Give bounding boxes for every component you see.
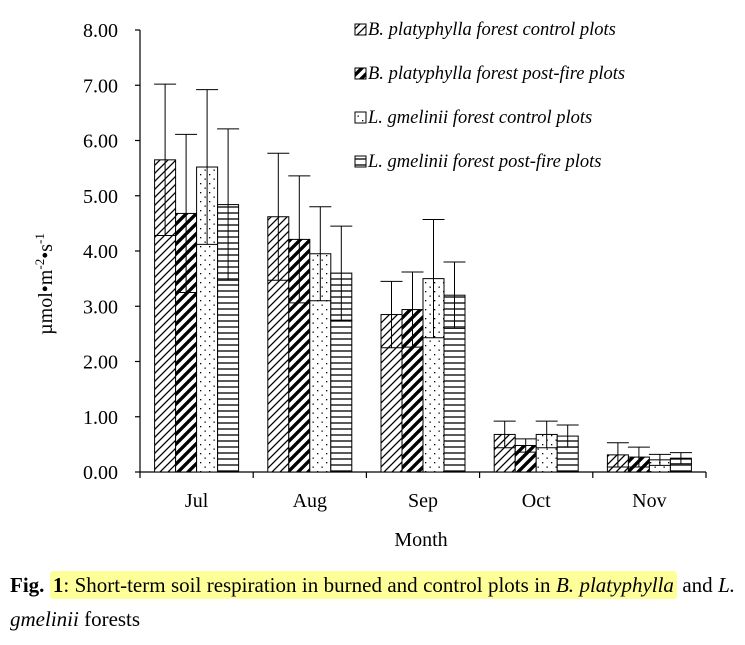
- x-tick-label: Sep: [408, 490, 438, 512]
- legend-label-prefix: L.: [367, 152, 383, 172]
- y-tick-label: 8.00: [83, 20, 118, 42]
- x-tick-labels: Jul Aug Sep Oct Nov: [185, 490, 667, 512]
- x-ticks: [139, 472, 707, 478]
- caption-text-1: : Short-term soil respiration in burned …: [63, 573, 556, 597]
- y-tick-labels: 0.00 1.00 2.00 3.00 4.00 5.00 6.00 7.00 8.00: [83, 20, 118, 484]
- legend-label: B. platyphylla forest control plots: [368, 20, 616, 40]
- y-tick-label: 7.00: [83, 75, 118, 97]
- y-axis-title-exp1: -2: [32, 259, 47, 270]
- x-tick-label: Aug: [293, 490, 327, 512]
- y-tick-label: 4.00: [83, 241, 118, 263]
- legend-swatch: [354, 67, 367, 80]
- legend-swatch: [354, 111, 367, 124]
- legend-label-prefix: L.: [367, 108, 383, 128]
- y-tick-label: 6.00: [83, 131, 118, 153]
- bar-chart: 0.00 1.00 2.00 3.00 4.00 5.00 6.00 7.00 8.00 Jul…: [32, 20, 707, 551]
- y-ticks: [135, 29, 140, 473]
- legend-label-prefix: B.: [368, 64, 384, 84]
- legend-label: L. gmelinii forest control plots: [367, 108, 592, 128]
- caption-species-2: L. gmelinii: [10, 573, 736, 631]
- y-axis-title: µmol•m-2•s-1: [32, 233, 57, 335]
- legend-label-rest: gmelinii forest post-fire plots: [383, 152, 602, 172]
- caption-label: Fig.: [10, 573, 45, 597]
- legend-swatch: [354, 23, 367, 36]
- y-axis-title-mid: •s: [35, 244, 57, 259]
- caption-number: 1: [52, 573, 64, 597]
- bars: [154, 159, 692, 473]
- figure-caption: Fig. 1: Short-term soil respiration in b…: [10, 568, 735, 636]
- legend-label-rest: gmelinii forest control plots: [383, 108, 592, 128]
- x-tick-label: Nov: [632, 490, 666, 512]
- legend-label-rest: platyphylla forest control plots: [384, 20, 616, 40]
- legend-label: B. platyphylla forest post-fire plots: [368, 64, 625, 84]
- x-tick-label: Oct: [522, 490, 551, 512]
- y-tick-label: 5.00: [83, 186, 118, 208]
- caption-text-2: and: [676, 573, 719, 597]
- error-bars: [154, 83, 692, 468]
- x-axis-title: Month: [394, 529, 447, 551]
- y-axis-title-exp2: -1: [32, 233, 47, 244]
- y-tick-label: 0.00: [83, 462, 118, 484]
- legend-label-prefix: B.: [368, 20, 384, 40]
- y-axis-title-base: µmol•m: [35, 269, 57, 335]
- y-tick-label: 1.00: [83, 407, 118, 429]
- legend-swatch: [354, 155, 367, 168]
- caption-species-1: B. platyphylla: [555, 573, 674, 597]
- x-tick-label: Jul: [185, 490, 209, 512]
- legend-label: L. gmelinii forest post-fire plots: [367, 152, 602, 172]
- y-tick-label: 3.00: [83, 296, 118, 318]
- caption-text-3: forests: [78, 607, 141, 631]
- y-tick-label: 2.00: [83, 352, 118, 374]
- caption-highlight-text: 1: Short-term soil respiration in burned…: [49, 571, 677, 599]
- legend-label-rest: platyphylla forest post-fire plots: [384, 64, 625, 84]
